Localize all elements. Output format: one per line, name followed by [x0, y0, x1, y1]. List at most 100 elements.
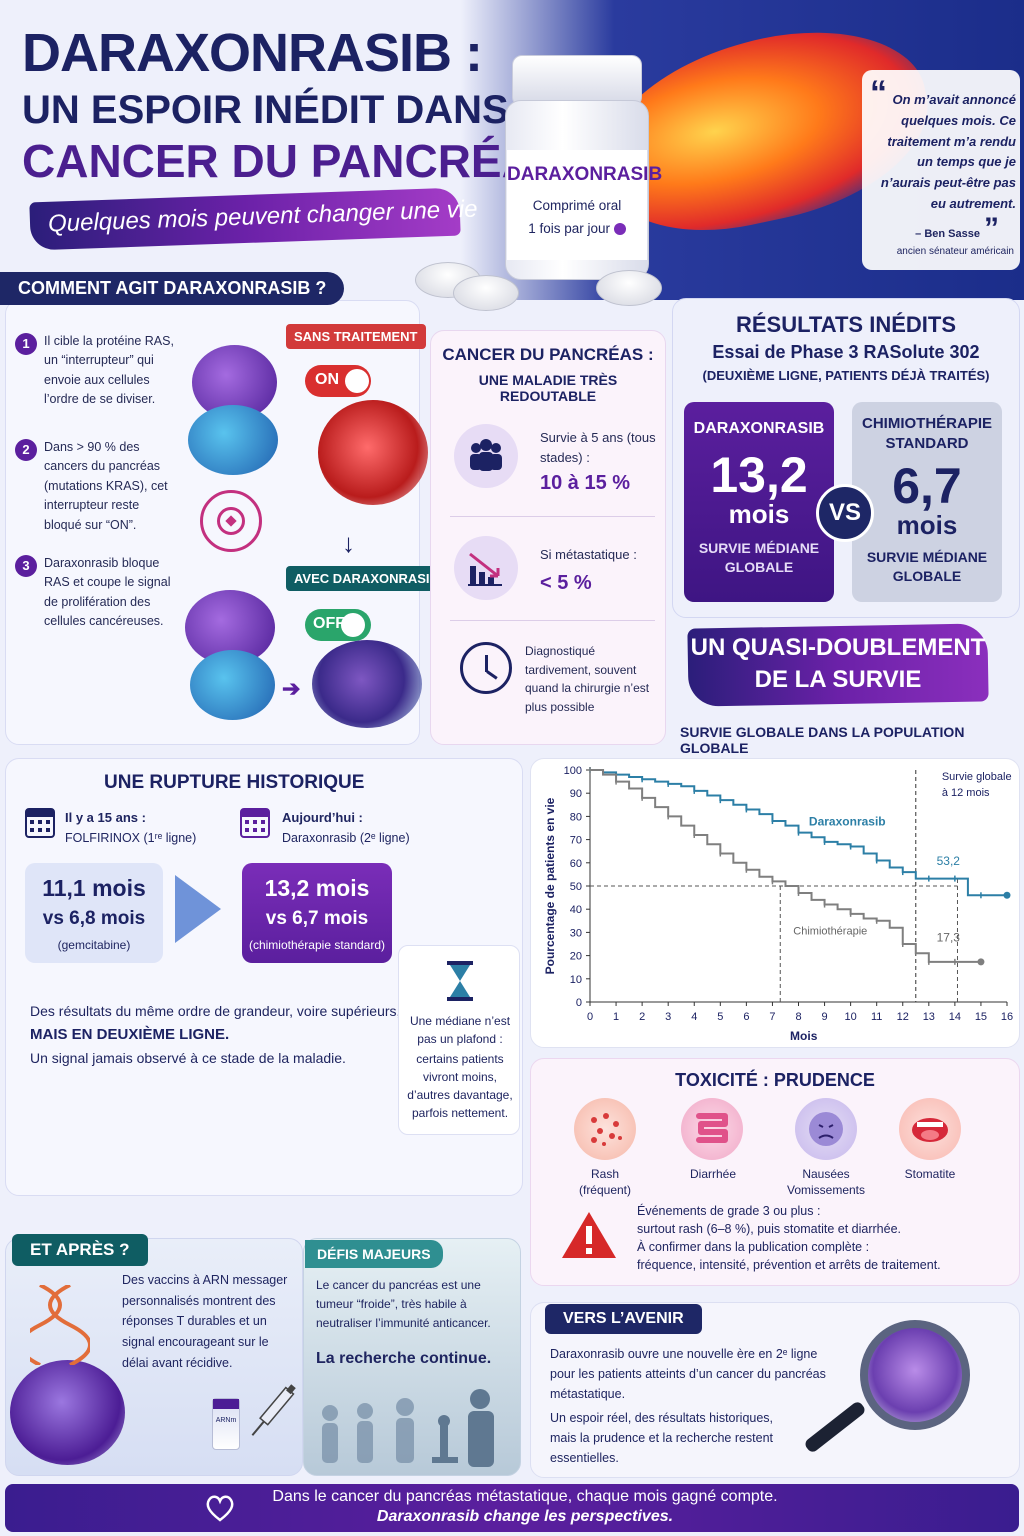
- chart-annotation: Survie globale à 12 mois: [942, 771, 1012, 799]
- arrow-down-icon: ↓: [342, 528, 355, 558]
- page-title-line3: CANCER DU PANCRÉAS: [22, 135, 566, 187]
- how-section-title: COMMENT AGIT DARAXONRASIB ?: [0, 272, 345, 305]
- rupture-para3: Un signal jamais observé à ce stade de l…: [30, 1050, 346, 1066]
- quote-open-icon: “: [870, 74, 887, 112]
- toxicity-card: [530, 1058, 1020, 1286]
- series-line-1: [590, 769, 981, 963]
- rupture-title: UNE RUPTURE HISTORIQUE: [104, 772, 365, 793]
- next-steps-card: [5, 1238, 303, 1476]
- immune-cell-icon: [10, 1360, 125, 1465]
- survival-chart: 0 1 2 3 4 5 6 7 8 9 10 11 12 13 14 15 160102030405060708…: [543, 765, 1013, 1043]
- switch-on-label: ON: [315, 371, 339, 388]
- chemo-unit: mois: [896, 510, 958, 540]
- tox-note: Événements de grade 3 ou plus :: [637, 1204, 821, 1218]
- clock-icon: [460, 642, 512, 694]
- results-title: RÉSULTATS INÉDITS: [736, 312, 956, 337]
- trial-population: (DEUXIÈME LIGNE, PATIENTS DÉJÀ TRAITÉS): [702, 368, 990, 383]
- footer-banner: Dans le cancer du pancréas métastatique,…: [5, 1484, 1019, 1532]
- stat1-value: 10 à 15 %: [540, 472, 631, 494]
- median-note-title: Une médiane n’est pas un plafond :: [409, 1014, 511, 1046]
- x-tick-label: 12: [897, 1011, 909, 1023]
- disease-subtitle: UNE MALADIE TRÈS REDOUTABLE: [478, 372, 618, 404]
- switch-off-label: OFF: [313, 615, 345, 632]
- tox-label-nausees: Nausées Vomissements: [786, 1167, 866, 1198]
- trial-name: Essai de Phase 3 RASolute 302: [712, 342, 980, 362]
- x-tick-label: 14: [949, 1011, 961, 1023]
- past-value: 11,1 mois: [42, 875, 146, 901]
- step-text: Daraxonrasib bloque RAS et coupe le sign…: [44, 556, 171, 629]
- quote-close-icon: ”: [984, 212, 999, 245]
- x-tick-label: 7: [769, 1011, 775, 1023]
- x-tick-label: 1: [613, 1011, 619, 1023]
- dx-name: DARAXONRASIB: [693, 420, 825, 437]
- chemo-result-box: CHIMIOTHÉRAPIE STANDARD 6,7 mois SURVIE …: [852, 402, 1002, 602]
- people-icon: [454, 424, 518, 488]
- past-vs: vs 6,8 mois: [42, 908, 146, 929]
- calendar-icon: [240, 808, 270, 838]
- x-axis-label: Mois: [790, 1029, 818, 1043]
- now-value: 13,2 mois: [264, 875, 370, 901]
- banner-line1: UN QUASI-DOUBLEMENT: [690, 634, 986, 661]
- stat3-text: Diagnostiqué tardivement, souvent quand …: [525, 644, 650, 714]
- past-comparator: (gemcitabine): [57, 938, 131, 952]
- step-text: Dans > 90 % des cancers du pancréas (mut…: [44, 440, 168, 532]
- chemo-name: CHIMIOTHÉRAPIE STANDARD: [862, 415, 993, 452]
- now-vs: vs 6,7 mois: [265, 908, 369, 929]
- footer-line1: Dans le cancer du pancréas métastatique,…: [272, 1488, 778, 1505]
- x-tick-label: 11: [871, 1011, 882, 1023]
- target-icon: [200, 490, 262, 552]
- series-label: Daraxonrasib: [809, 815, 886, 829]
- stat1-label: Survie à 5 ans (tous stades) :: [540, 430, 656, 466]
- median-note-card: Une médiane n’est pas un plafond : certa…: [398, 945, 520, 1135]
- footer-line2: Daraxonrasib change les perspectives.: [376, 1508, 674, 1525]
- switch-on-toggle: ON: [305, 365, 371, 397]
- x-tick-label: 16: [1001, 1011, 1013, 1023]
- heart-icon: [205, 1494, 235, 1522]
- step-number: 1: [15, 333, 37, 355]
- past-label: Il y a 15 ans :: [65, 810, 146, 825]
- series-label: Chimiothérapie: [793, 926, 867, 938]
- bottle-line2: 1 fois par jour: [528, 221, 611, 236]
- future-para2: Un espoir réel, des résultats historique…: [550, 1411, 774, 1465]
- vs-badge: VS: [816, 484, 874, 542]
- label-without-treatment: SANS TRAITEMENT: [286, 324, 426, 349]
- now-label: Aujourd’hui :: [282, 810, 363, 825]
- x-tick-label: 10: [845, 1011, 857, 1023]
- arrow-right-icon: [175, 875, 221, 943]
- past-regimen: FOLFIRINOX (1ʳᵉ ligne): [65, 831, 197, 845]
- page-title-line2: UN ESPOIR INÉDIT DANS LE: [22, 88, 571, 132]
- cancer-cell-icon: [318, 400, 428, 505]
- step-number: 3: [15, 555, 37, 577]
- tox-note: À confirmer dans la publication complète…: [637, 1240, 870, 1255]
- y-tick-label: 100: [564, 765, 582, 777]
- switch-off-toggle: OFF: [305, 609, 371, 641]
- x-tick-label: 5: [717, 1011, 723, 1023]
- x-tick-label: 2: [639, 1011, 645, 1023]
- next-steps-title: ET APRÈS ?: [12, 1234, 148, 1266]
- vaccine-vial-icon: ARNm: [212, 1398, 240, 1450]
- series-end-point: [1003, 891, 1011, 899]
- disease-title: CANCER DU PANCRÉAS :: [442, 345, 654, 364]
- challenges-title: DÉFIS MAJEURS: [305, 1240, 443, 1268]
- step-number: 2: [15, 439, 37, 461]
- pill-tablet: [596, 270, 662, 306]
- declining-chart-icon: [454, 536, 518, 600]
- banner-line2: DE LA SURVIE: [754, 666, 922, 694]
- series-line-0: [590, 769, 1007, 897]
- x-tick-label: 9: [822, 1011, 828, 1023]
- y-tick-label: 60: [570, 858, 582, 870]
- stat2-value: < 5 %: [540, 572, 592, 594]
- x-tick-label: 13: [923, 1011, 935, 1023]
- y-tick-label: 10: [570, 974, 582, 986]
- quote-text: On m’avait annoncé quelques mois. Ce tra…: [880, 92, 1016, 211]
- now-result-box: 13,2 mois vs 6,7 mois (chimiothérapie st…: [242, 863, 392, 963]
- y-tick-label: 70: [570, 835, 582, 847]
- tox-note: surtout rash (6–8 %), puis stomatite et …: [637, 1222, 902, 1237]
- chemo-label: SURVIE MÉDIANE GLOBALE: [866, 548, 988, 585]
- hourglass-icon: [445, 960, 475, 1002]
- quote-role: ancien sénateur américain: [896, 246, 1014, 257]
- syringe-icon: [246, 1378, 296, 1448]
- vial-label: ARNm: [215, 1417, 237, 1424]
- arrow-right-icon: ➔: [282, 676, 301, 701]
- tox-label-rash: Rash (fréquent): [578, 1167, 632, 1198]
